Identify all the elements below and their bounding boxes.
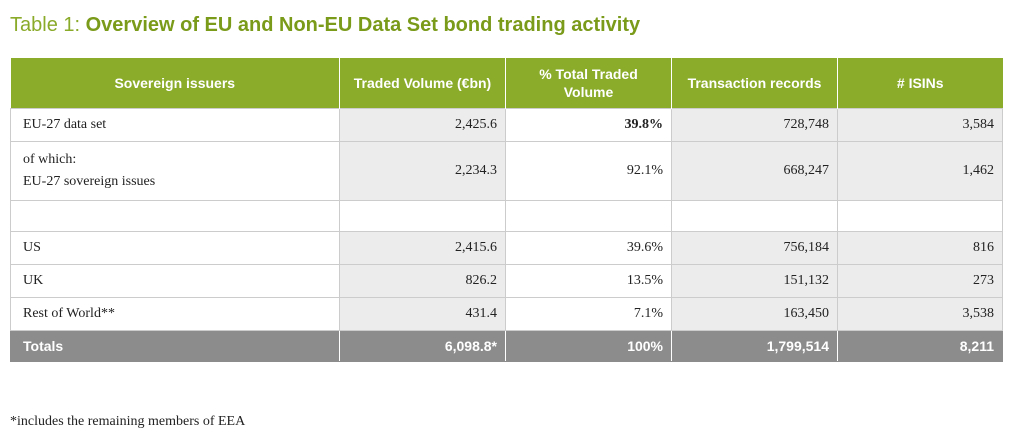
cell-volume: 2,234.3 [339,141,506,201]
row-label-line1: of which: [23,152,77,167]
cell-pct: 39.6% [505,231,672,265]
row-label: US [10,231,340,265]
header-row: Sovereign issuers Traded Volume (€bn) % … [10,58,1003,109]
spacer-cell [10,200,340,232]
header-pct-total: % Total Traded Volume [505,58,672,109]
table-row: of which: EU-27 sovereign issues 2,234.3 … [10,141,1003,201]
cell-pct: 92.1% [505,141,672,201]
totals-isins: 8,211 [837,330,1003,362]
spacer-cell [671,200,838,232]
table-title: Table 1: Overview of EU and Non-EU Data … [10,14,640,37]
cell-records: 668,247 [671,141,838,201]
table-caption: Overview of EU and Non-EU Data Set bond … [85,14,641,36]
cell-pct: 7.1% [505,297,672,331]
cell-isins: 816 [837,231,1003,265]
cell-records: 756,184 [671,231,838,265]
table-row: UK 826.2 13.5% 151,132 273 [10,264,1003,298]
cell-records: 728,748 [671,108,838,142]
cell-volume: 2,425.6 [339,108,506,142]
table-number: Table 1: [10,14,86,36]
cell-isins: 3,584 [837,108,1003,142]
spacer-cell [339,200,506,232]
row-label: UK [10,264,340,298]
row-label: of which: EU-27 sovereign issues [10,141,340,201]
cell-isins: 3,538 [837,297,1003,331]
cell-records: 163,450 [671,297,838,331]
header-isins: # ISINs [837,58,1003,109]
cell-volume: 2,415.6 [339,231,506,265]
header-transaction-records: Transaction records [671,58,838,109]
bond-trading-table: Sovereign issuers Traded Volume (€bn) % … [10,58,1003,362]
row-label: Rest of World** [10,297,340,331]
cell-isins: 1,462 [837,141,1003,201]
totals-records: 1,799,514 [671,330,838,362]
row-label: EU-27 data set [10,108,340,142]
row-label-line2: EU-27 sovereign issues [23,174,156,189]
spacer-row [10,200,1003,232]
footnote: *includes the remaining members of EEA [10,414,246,429]
totals-row: Totals 6,098.8* 100% 1,799,514 8,211 [10,330,1003,362]
header-traded-volume: Traded Volume (€bn) [339,58,506,109]
cell-records: 151,132 [671,264,838,298]
spacer-cell [505,200,672,232]
table-row: EU-27 data set 2,425.6 39.8% 728,748 3,5… [10,108,1003,142]
totals-label: Totals [10,330,340,362]
spacer-cell [837,200,1003,232]
cell-isins: 273 [837,264,1003,298]
table-row: Rest of World** 431.4 7.1% 163,450 3,538 [10,297,1003,331]
cell-volume: 826.2 [339,264,506,298]
table-row: US 2,415.6 39.6% 756,184 816 [10,231,1003,265]
totals-pct: 100% [505,330,672,362]
cell-volume: 431.4 [339,297,506,331]
totals-volume: 6,098.8* [339,330,506,362]
cell-pct: 13.5% [505,264,672,298]
header-sovereign-issuers: Sovereign issuers [10,58,340,109]
cell-pct: 39.8% [505,108,672,142]
